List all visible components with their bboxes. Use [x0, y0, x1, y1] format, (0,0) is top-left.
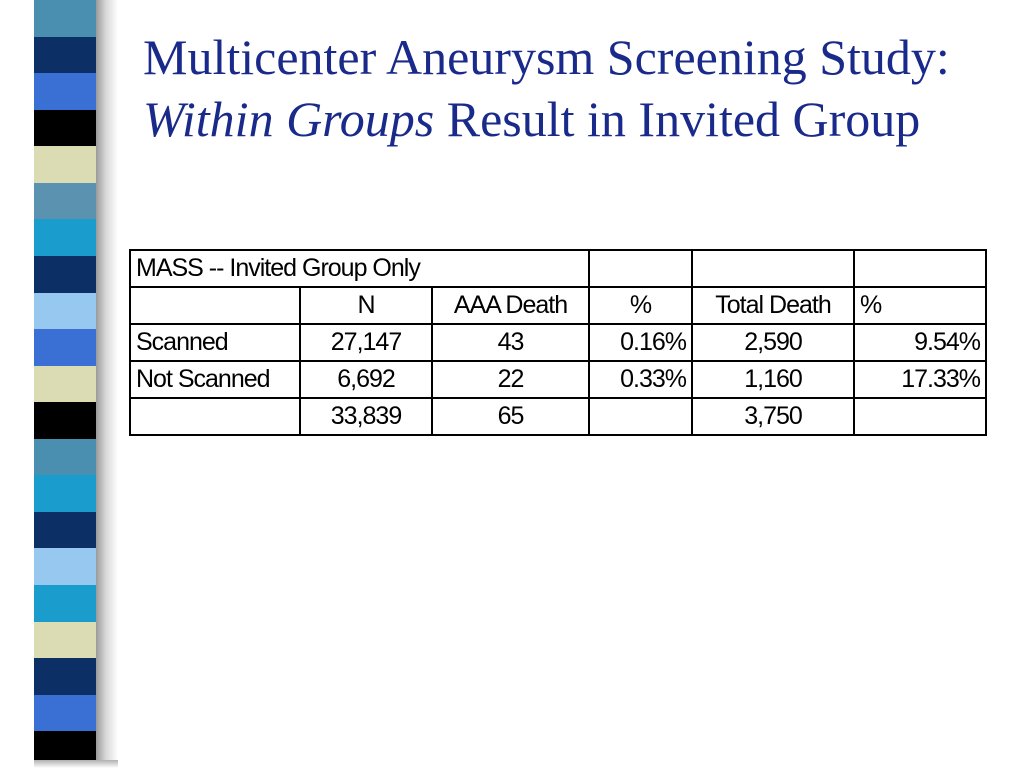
- decorative-stripe: [34, 329, 96, 366]
- table-cell: 17.33%: [853, 360, 987, 399]
- table-cell: 1,160: [691, 360, 855, 399]
- decorative-stripe: [34, 694, 96, 732]
- decorative-stripe: [34, 73, 96, 110]
- table-row: Scanned 27,147 43 0.16% 2,590 9.54%: [129, 323, 987, 362]
- table-cell: [588, 249, 693, 288]
- decorative-stripe: [34, 182, 96, 220]
- decorative-stripe: [34, 36, 96, 74]
- stripe-bar-bottom-shadow: [34, 760, 118, 768]
- decorative-stripe: [34, 365, 96, 403]
- table-cell: 27,147: [299, 323, 433, 362]
- table-cell: [853, 397, 987, 436]
- table-cell: 33,839: [299, 397, 433, 436]
- table-cell: 3,750: [691, 397, 855, 436]
- decorative-stripe: [34, 292, 96, 330]
- decorative-stripe: [34, 438, 96, 476]
- slide-title: Multicenter Aneurysm Screening Study: Wi…: [143, 26, 1003, 150]
- table-cell: [588, 397, 693, 436]
- row-label: Not Scanned: [129, 360, 301, 399]
- decorative-stripe: [34, 402, 96, 439]
- decorative-stripe: [34, 621, 96, 659]
- column-header: N: [299, 286, 433, 325]
- table-cell: 65: [431, 397, 590, 436]
- table-total-row: 33,839 65 3,750: [129, 397, 987, 436]
- table-cell: 22: [431, 360, 590, 399]
- table-cell: [691, 249, 855, 288]
- table-cell: 0.33%: [588, 360, 693, 399]
- table-cell: 0.16%: [588, 323, 693, 362]
- decorative-stripe: [34, 658, 96, 695]
- decorative-stripe: [34, 255, 96, 293]
- column-header: %: [588, 286, 693, 325]
- column-header: AAA Death: [431, 286, 590, 325]
- title-text: Multicenter Aneurysm Screening Study:: [143, 29, 950, 85]
- table-cell: 6,692: [299, 360, 433, 399]
- table-cell: 9.54%: [853, 323, 987, 362]
- column-header: Total Death: [691, 286, 855, 325]
- table-row: Not Scanned 6,692 22 0.33% 1,160 17.33%: [129, 360, 987, 399]
- decorative-stripe: [34, 548, 96, 585]
- row-label: Scanned: [129, 323, 301, 362]
- decorative-stripe: [34, 0, 96, 37]
- decorative-stripe: [34, 511, 96, 549]
- table-caption-row: MASS -- Invited Group Only: [129, 249, 987, 288]
- title-italic-text: Within Groups: [143, 91, 435, 147]
- decorative-stripe: [34, 219, 96, 256]
- table-cell: 43: [431, 323, 590, 362]
- decorative-stripe-bar: [34, 0, 96, 768]
- column-header: [129, 286, 301, 325]
- mass-results-table: MASS -- Invited Group Only N AAA Death %…: [129, 249, 987, 436]
- table-cell: 2,590: [691, 323, 855, 362]
- row-label: [129, 397, 301, 436]
- table-header-row: N AAA Death % Total Death %: [129, 286, 987, 325]
- table-caption: MASS -- Invited Group Only: [129, 249, 590, 288]
- column-header: %: [853, 286, 987, 325]
- table-cell: [853, 249, 987, 288]
- title-text-end: Result in Invited Group: [434, 91, 921, 147]
- decorative-stripe: [34, 585, 96, 622]
- stripe-bar-shadow: [96, 0, 118, 768]
- decorative-stripe: [34, 475, 96, 512]
- decorative-stripe: [34, 109, 96, 147]
- decorative-stripe: [34, 146, 96, 183]
